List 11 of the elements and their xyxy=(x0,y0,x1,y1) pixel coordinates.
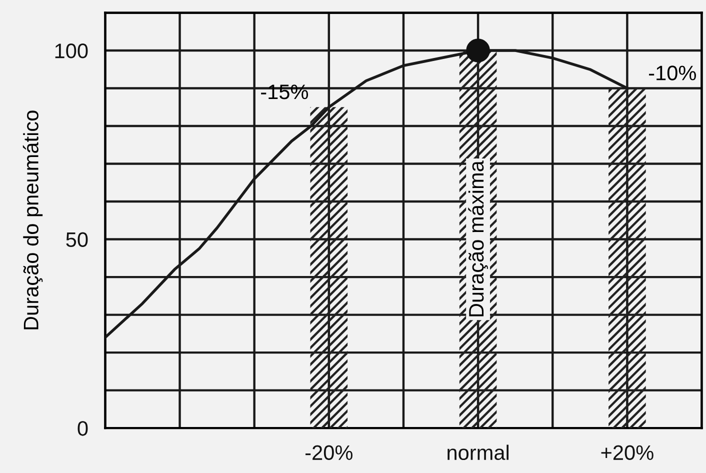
x-tick-label: -20% xyxy=(306,445,352,460)
annotation: -10% xyxy=(648,66,696,80)
y-tick-label: 0 xyxy=(78,421,88,436)
y-tick-label: 100 xyxy=(55,44,88,58)
y-axis-title: Duração do pneumático xyxy=(22,110,43,330)
bar xyxy=(310,107,348,428)
x-tick-label: +20% xyxy=(601,445,654,460)
annotation: Duração máxima xyxy=(468,160,488,316)
y-tick-label: 50 xyxy=(66,232,88,248)
x-tick-label: normal xyxy=(448,444,508,460)
bar xyxy=(608,88,646,428)
